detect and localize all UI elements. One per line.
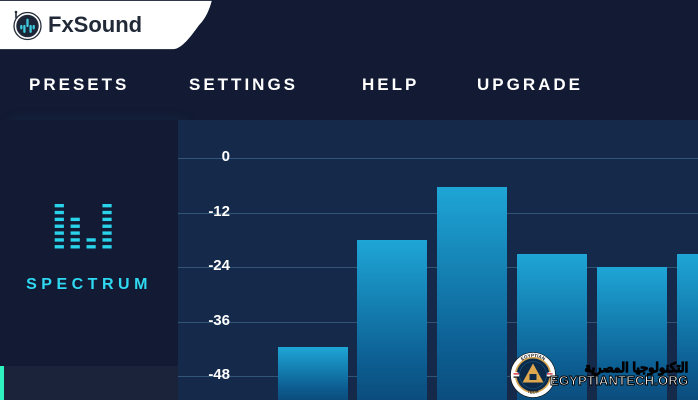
svg-text:TECH: TECH	[527, 389, 539, 395]
